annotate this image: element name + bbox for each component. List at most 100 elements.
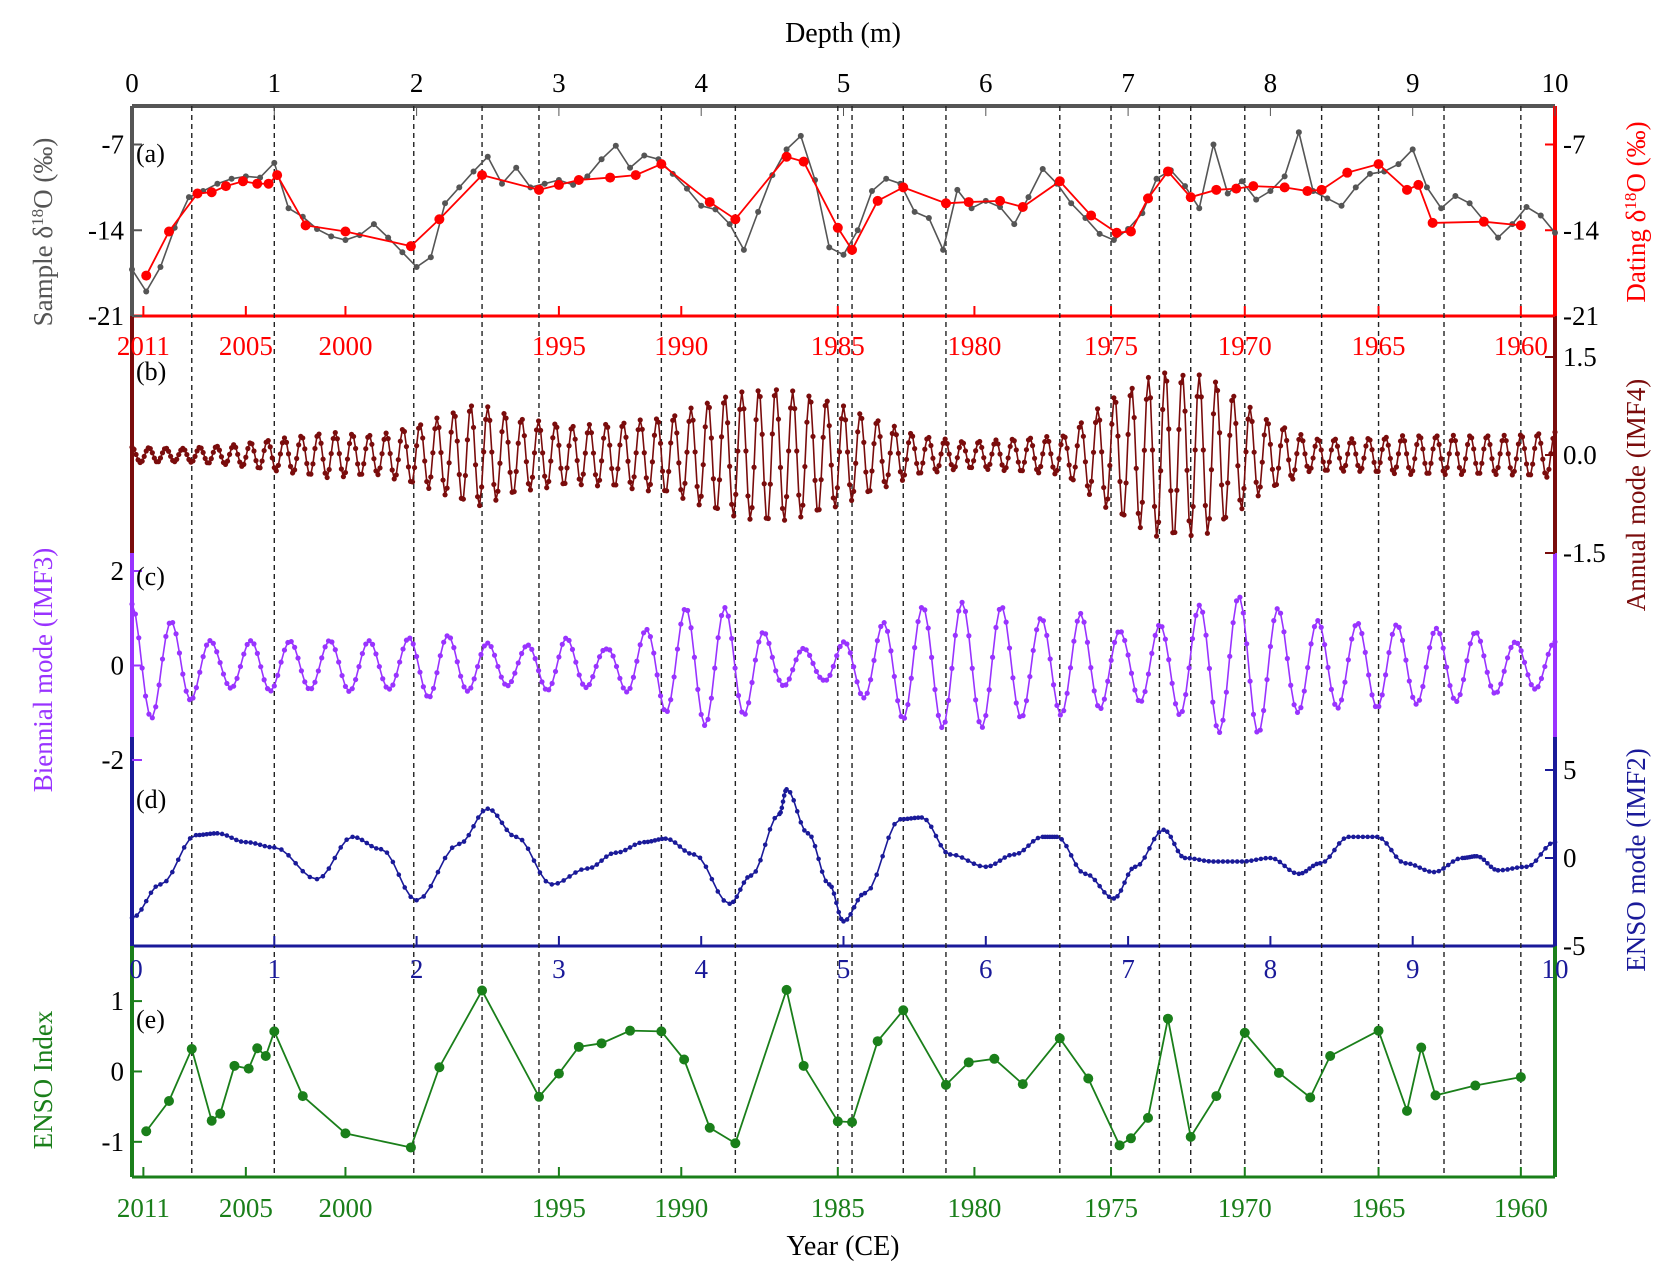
enso-mode-point [947, 852, 953, 857]
annual-mode-point [159, 450, 166, 456]
enso-mode-point [798, 820, 804, 825]
enso-mode-point [997, 858, 1003, 863]
enso-mode-point [1201, 858, 1207, 863]
enso-mode-point [924, 817, 929, 823]
annual-mode-point [828, 462, 834, 468]
biennial-mode-point [847, 650, 853, 656]
annual-mode-point [251, 448, 257, 454]
biennial-mode-point [1288, 682, 1294, 688]
annual-mode-point [277, 451, 283, 457]
biennial-mode-point [1064, 690, 1070, 696]
biennial-mode-point [451, 645, 457, 651]
enso-mode-point [1455, 856, 1461, 862]
annual-mode-point [1521, 445, 1528, 452]
annual-mode-point [426, 485, 432, 491]
annual-mode-point [269, 455, 275, 461]
biennial-mode-point [508, 678, 515, 685]
annual-mode-point [359, 471, 365, 477]
annual-mode-point [678, 487, 684, 493]
enso-mode-point [791, 798, 796, 803]
enso-index-point [573, 1041, 584, 1052]
annual-mode-point [533, 427, 540, 433]
annual-mode-point [1005, 455, 1011, 461]
enso-mode-point [659, 836, 665, 842]
biennial-mode-point [359, 650, 365, 657]
biennial-mode-point [1227, 653, 1233, 659]
enso-mode-point [1547, 841, 1553, 847]
annual-mode-point [1434, 433, 1440, 439]
annual-mode-point [592, 472, 599, 478]
annual-mode-point [582, 450, 588, 456]
biennial-mode-point [664, 708, 670, 714]
annual-mode-point [414, 443, 420, 449]
enso-mode-point [1164, 829, 1170, 835]
biennial-mode-point [742, 711, 748, 717]
biennial-mode-point [220, 671, 227, 677]
sample-d18o-point [840, 251, 847, 258]
annual-mode-point [838, 416, 845, 422]
annual-mode-point [363, 446, 369, 452]
biennial-mode-point [153, 704, 159, 710]
biennial-mode-point [807, 652, 813, 658]
enso-mode-point [1142, 855, 1148, 860]
sample-d18o-point [1338, 202, 1345, 209]
sample-d18o-point [342, 237, 349, 244]
annual-mode-point [1109, 421, 1115, 427]
annual-mode-point [1406, 464, 1412, 471]
enso-mode-point [332, 855, 338, 861]
enso-mode-point [1481, 857, 1487, 863]
biennial-mode-point [329, 639, 335, 645]
annual-mode-point [891, 423, 897, 429]
enso-mode-point [1125, 872, 1131, 878]
biennial-mode-point [624, 689, 630, 695]
biennial-mode-point [1244, 641, 1250, 647]
biennial-mode-point [1149, 650, 1155, 656]
annual-mode-point [674, 430, 680, 436]
enso-mode-point [1111, 896, 1117, 901]
biennial-mode-point [247, 638, 254, 644]
enso-mode-point [229, 835, 234, 841]
enso-mode-point [1291, 870, 1297, 876]
annual-mode-point [991, 441, 997, 447]
biennial-mode-point [1406, 678, 1412, 684]
panel-e-year-tick-label: 1990 [654, 1193, 708, 1223]
biennial-mode-point [1450, 695, 1456, 701]
annual-mode-point [1395, 451, 1402, 457]
annual-mode-point [324, 474, 330, 481]
annual-mode-point [1158, 468, 1164, 474]
enso-mode-point [471, 824, 476, 829]
annual-mode-point [294, 455, 300, 462]
panel-a-year-tick-label: 1980 [947, 331, 1001, 361]
annual-mode-point [442, 492, 448, 498]
biennial-mode-point [183, 688, 189, 694]
enso-mode-point [604, 854, 609, 859]
enso-mode-point [519, 837, 525, 843]
annual-mode-point [1204, 530, 1210, 536]
biennial-mode-point [491, 652, 498, 658]
sample-d18o-point [271, 159, 278, 166]
annual-mode-point [733, 491, 739, 497]
enso-mode-point [652, 838, 658, 843]
annual-mode-point [1078, 420, 1084, 426]
enso-mode-point [461, 839, 467, 844]
annual-mode-point [1347, 440, 1353, 446]
enso-index-point [1162, 1013, 1173, 1024]
annual-mode-point [798, 514, 804, 520]
enso-mode-point [758, 857, 763, 863]
annual-mode-point [952, 464, 958, 470]
annual-mode-point [1538, 440, 1544, 446]
annual-mode-point [1042, 439, 1048, 445]
biennial-mode-point [546, 687, 552, 693]
biennial-mode-point [1362, 649, 1368, 655]
annual-mode-point [401, 428, 408, 435]
enso-mode-point [1474, 853, 1480, 859]
annual-mode-point [861, 439, 867, 445]
enso-mode-point [868, 885, 874, 891]
annual-mode-point [489, 449, 495, 455]
enso-mode-point [320, 873, 326, 879]
enso-mode-point [1268, 855, 1273, 861]
annual-mode-point [584, 430, 590, 436]
biennial-mode-point [292, 644, 298, 650]
annual-mode-point [637, 417, 643, 423]
enso-mode-point [293, 860, 298, 866]
